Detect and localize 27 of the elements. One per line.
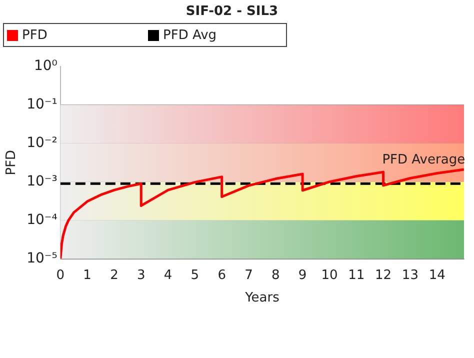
x-tick-label: 4 <box>164 268 172 283</box>
y-tick-label: 10⁻² <box>26 135 58 151</box>
chart-title: SIF-02 - SIL3 <box>184 3 280 19</box>
x-tick-label: 14 <box>428 268 446 283</box>
annotation: PFD Average <box>382 152 466 168</box>
x-tick-label: 13 <box>402 268 418 283</box>
x-tick-label: 12 <box>375 268 392 283</box>
y-tick-label: 10⁻⁴ <box>26 212 58 228</box>
x-tick-label: 8 <box>272 268 280 283</box>
y-tick-label: 10⁻¹ <box>26 96 58 113</box>
x-tick-label: 2 <box>110 268 118 283</box>
x-axis-title: Years <box>244 290 280 306</box>
legend-label: PFD <box>22 28 48 42</box>
x-tick-label: 7 <box>244 268 253 283</box>
x-tick-label: 6 <box>218 268 226 283</box>
x-tick-label: 3 <box>136 268 146 283</box>
y-tick-label: 10⁻³ <box>26 173 58 190</box>
x-tick-label: 11 <box>348 268 365 283</box>
x-tick-label: 1 <box>83 268 92 283</box>
x-tick-label: 5 <box>190 268 200 283</box>
x-tick-label: 10 <box>321 268 338 283</box>
x-tick-label: 0 <box>56 268 65 283</box>
y-tick-label: 10⁰ <box>34 58 58 74</box>
x-tick-label: 9 <box>298 268 307 283</box>
y-tick-label: 10⁻⁵ <box>26 250 58 266</box>
legend-label: PFD Avg <box>163 28 217 42</box>
y-axis-title: PFD <box>4 150 20 176</box>
